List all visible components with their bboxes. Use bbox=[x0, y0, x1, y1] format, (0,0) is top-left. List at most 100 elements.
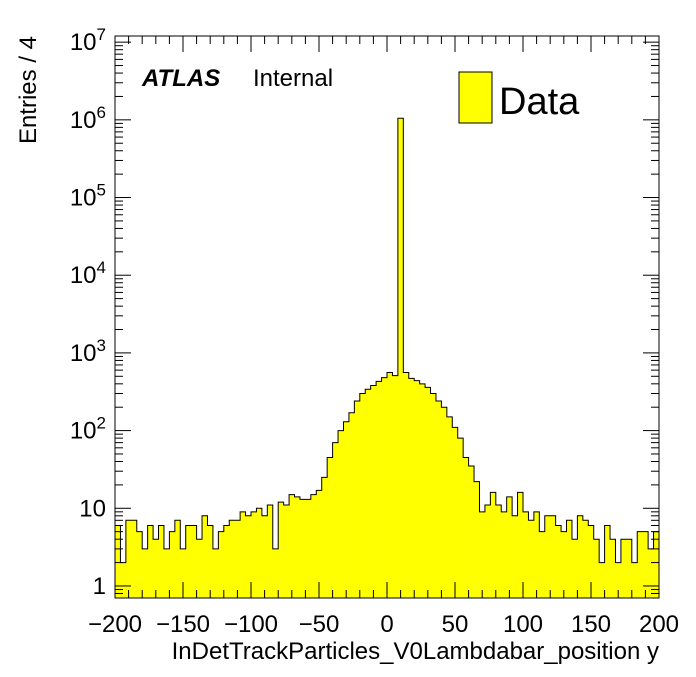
y-tick-label: 105 bbox=[70, 181, 106, 212]
x-tick-label: −100 bbox=[224, 611, 278, 638]
histogram-bar bbox=[452, 427, 459, 598]
histogram-bar bbox=[299, 499, 306, 598]
histogram-bar bbox=[408, 378, 415, 598]
histogram-bar bbox=[561, 531, 567, 598]
histogram-outline bbox=[114, 117, 660, 598]
histogram-bar bbox=[414, 380, 420, 598]
x-tick-label: −150 bbox=[156, 611, 210, 638]
histogram-bar bbox=[539, 531, 546, 598]
histogram-bar bbox=[457, 438, 464, 598]
histogram-bar bbox=[316, 490, 323, 598]
histogram-bar bbox=[370, 385, 377, 598]
histogram-bar bbox=[474, 481, 480, 598]
y-tick-label: 1 bbox=[93, 573, 106, 600]
histogram-bar bbox=[125, 520, 132, 598]
y-tick-label: 106 bbox=[70, 103, 106, 134]
histogram-bar bbox=[566, 520, 573, 598]
histogram-bar bbox=[599, 562, 605, 598]
histogram-bar bbox=[468, 466, 475, 598]
atlas-sublabel: Internal bbox=[253, 65, 333, 92]
histogram-bar bbox=[425, 387, 431, 598]
histogram-bar bbox=[310, 494, 317, 598]
histogram-bar bbox=[620, 539, 627, 598]
histogram-bar bbox=[381, 377, 388, 598]
histogram-bar bbox=[163, 548, 170, 598]
histogram-bar bbox=[523, 511, 529, 598]
histogram-bar bbox=[207, 525, 214, 598]
histogram-bar bbox=[294, 496, 301, 598]
histogram-bar bbox=[251, 511, 257, 598]
histogram-bar bbox=[648, 548, 654, 598]
histogram-bar bbox=[484, 505, 491, 598]
histogram-bar bbox=[495, 505, 502, 598]
legend-label: Data bbox=[499, 81, 580, 123]
histogram-bar bbox=[463, 457, 469, 598]
histogram-bar bbox=[321, 477, 328, 598]
histogram-bar bbox=[115, 525, 121, 598]
histogram-bar bbox=[245, 515, 252, 598]
x-tick-label: 0 bbox=[380, 611, 393, 638]
histogram-bar bbox=[147, 525, 154, 598]
histogram-bar bbox=[582, 520, 589, 598]
histogram-bar bbox=[332, 442, 339, 598]
histogram-bar bbox=[289, 494, 295, 598]
histogram-bar bbox=[240, 511, 246, 598]
histogram-bar bbox=[501, 511, 507, 598]
x-tick-label: −50 bbox=[299, 611, 340, 638]
histogram-bar bbox=[327, 457, 333, 598]
histogram-bar bbox=[376, 381, 382, 598]
histogram-bar bbox=[512, 515, 518, 598]
x-tick-label: 100 bbox=[503, 611, 543, 638]
histogram-bar bbox=[158, 525, 165, 598]
histogram-bar bbox=[338, 430, 344, 598]
histogram-bar bbox=[180, 548, 187, 598]
histogram-bar bbox=[202, 515, 208, 598]
atlas-label: ATLAS bbox=[141, 65, 220, 92]
histogram-bar bbox=[278, 502, 284, 598]
histogram-bar bbox=[365, 389, 371, 598]
histogram-bar bbox=[631, 562, 638, 598]
histogram-bar bbox=[397, 118, 404, 598]
histogram-bar bbox=[261, 515, 268, 598]
histogram-bar bbox=[283, 505, 290, 598]
histogram-bar bbox=[185, 525, 192, 598]
x-tick-label: −200 bbox=[88, 611, 142, 638]
histogram-bar bbox=[479, 511, 486, 598]
histogram-bar bbox=[196, 539, 203, 598]
y-tick-label: 102 bbox=[70, 414, 106, 445]
legend-swatch bbox=[458, 71, 493, 124]
histogram-bar bbox=[637, 531, 643, 598]
x-tick-label: 150 bbox=[571, 611, 611, 638]
histogram-bar bbox=[229, 520, 235, 598]
x-tick-label: 200 bbox=[639, 611, 679, 638]
histogram-bar bbox=[642, 531, 649, 598]
histogram-bar bbox=[533, 511, 540, 598]
histogram-bar bbox=[218, 531, 225, 598]
histogram-bar bbox=[403, 372, 410, 598]
histogram-bar bbox=[555, 525, 562, 598]
histogram-bar bbox=[571, 539, 578, 598]
y-tick-label: 103 bbox=[70, 336, 106, 367]
y-tick-label: 10 bbox=[79, 495, 106, 522]
histogram-bar bbox=[430, 393, 437, 598]
histogram-bar bbox=[435, 401, 442, 598]
histogram-layer bbox=[114, 117, 660, 598]
histogram-bar bbox=[120, 562, 127, 598]
histogram-bar bbox=[615, 562, 622, 598]
histogram-bar bbox=[419, 383, 426, 598]
histogram-bar bbox=[174, 520, 181, 598]
histogram-bar bbox=[348, 412, 355, 598]
histogram-bar bbox=[272, 548, 279, 598]
histogram-bar bbox=[234, 520, 241, 598]
histogram-bar bbox=[506, 496, 513, 598]
histogram-bar bbox=[131, 520, 138, 598]
y-tick-label: 104 bbox=[70, 258, 106, 289]
histogram-bar bbox=[223, 525, 230, 598]
histogram-bar bbox=[550, 515, 556, 598]
histogram-bar bbox=[528, 520, 535, 598]
histogram-bar bbox=[305, 499, 312, 598]
histogram-bar bbox=[142, 548, 148, 598]
y-axis-label: Entries / 4 bbox=[15, 36, 42, 144]
